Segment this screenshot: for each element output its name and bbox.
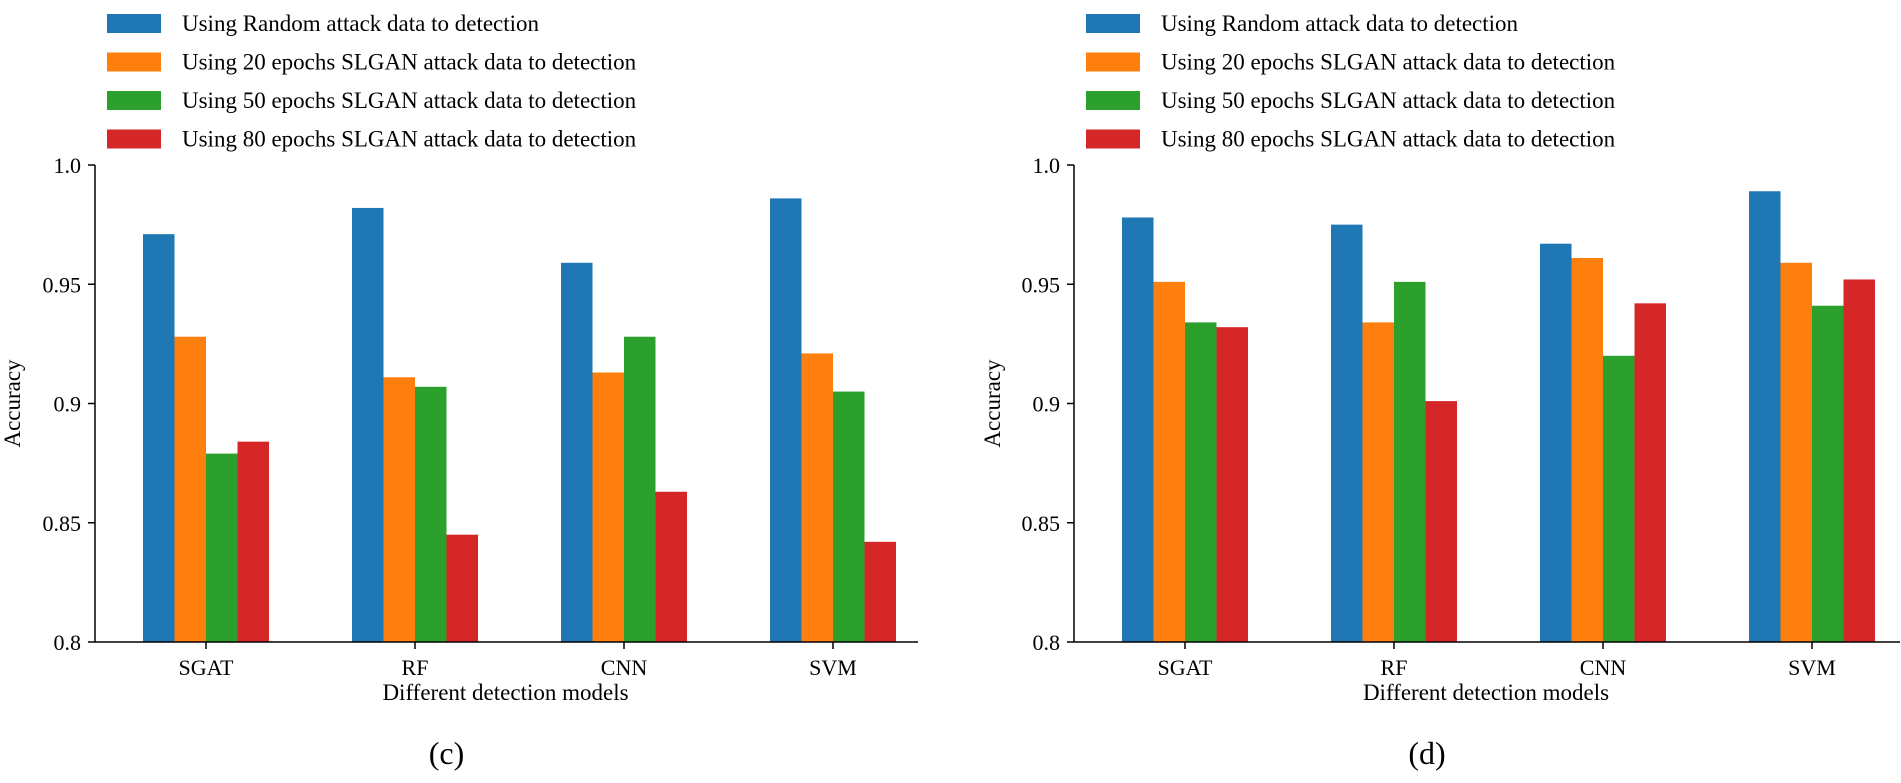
x-tick-label: SGAT — [178, 655, 234, 680]
bar-rf-series-3 — [446, 534, 478, 642]
x-tick-label: CNN — [1580, 655, 1627, 680]
y-tick-label: 0.9 — [54, 392, 82, 417]
bar-cnn-series-2 — [624, 336, 656, 642]
x-tick-label: SVM — [809, 655, 857, 680]
y-tick-label: 0.95 — [1022, 272, 1061, 297]
bar-sgat-series-1 — [1153, 281, 1185, 642]
bars — [1122, 191, 1875, 643]
bar-svm-series-2 — [833, 391, 865, 642]
x-tick-label: RF — [402, 655, 429, 680]
x-tick-label: CNN — [601, 655, 648, 680]
y-tick-label: 0.8 — [1033, 630, 1061, 655]
legend-label: Using Random attack data to detection — [182, 11, 540, 36]
x-axis-title: Different detection models — [1363, 680, 1609, 705]
bar-cnn-series-0 — [561, 262, 593, 642]
panel-c: Using Random attack data to detection Usi… — [0, 11, 918, 771]
bar-rf-series-1 — [1362, 322, 1394, 642]
bar-rf-series-1 — [383, 377, 415, 642]
bar-svm-series-0 — [1749, 191, 1781, 643]
bar-rf-series-2 — [1394, 281, 1426, 642]
y-axis-title: Accuracy — [980, 359, 1005, 448]
x-axis-title: Different detection models — [382, 680, 628, 705]
y-tick-label: 0.95 — [43, 272, 82, 297]
bar-sgat-series-3 — [1216, 327, 1248, 642]
panel-caption: (c) — [429, 735, 465, 771]
bars — [143, 198, 896, 643]
bar-sgat-series-0 — [1122, 217, 1154, 642]
bar-svm-series-2 — [1812, 305, 1844, 642]
y-tick-label: 1.0 — [1033, 153, 1061, 178]
panel-caption: (d) — [1408, 735, 1445, 771]
bar-rf-series-2 — [415, 386, 447, 642]
legend-swatch — [107, 91, 161, 110]
legend-swatch — [107, 129, 161, 149]
bar-rf-series-0 — [352, 207, 384, 642]
y-tick-label: 0.85 — [1022, 511, 1061, 536]
bar-cnn-series-3 — [655, 491, 687, 642]
bar-sgat-series-3 — [237, 441, 269, 642]
legend-label: Using 80 epochs SLGAN attack data to det… — [182, 127, 637, 152]
x-tick-label: RF — [1381, 655, 1408, 680]
legend: Using Random attack data to detection Usi… — [107, 11, 637, 152]
legend-label: Using 20 epochs SLGAN attack data to det… — [1161, 50, 1616, 75]
bar-svm-series-0 — [770, 198, 802, 642]
legend-swatch — [107, 14, 161, 33]
legend-swatch — [1086, 14, 1140, 33]
panel-d: Using Random attack data to detection Usi… — [980, 11, 1900, 771]
bar-rf-series-0 — [1331, 224, 1363, 642]
legend-swatch — [1086, 129, 1140, 149]
bar-cnn-series-0 — [1540, 243, 1572, 642]
y-tick-label: 0.85 — [43, 511, 82, 536]
x-tick-label: SGAT — [1157, 655, 1213, 680]
bar-sgat-series-2 — [1185, 322, 1217, 642]
x-tick-label: SVM — [1788, 655, 1836, 680]
bar-svm-series-1 — [1780, 262, 1812, 642]
y-tick-label: 0.8 — [54, 630, 82, 655]
bar-svm-series-3 — [1843, 279, 1875, 642]
legend-swatch — [1086, 52, 1140, 72]
bar-sgat-series-2 — [206, 453, 238, 642]
legend: Using Random attack data to detection Usi… — [1086, 11, 1616, 152]
bar-cnn-series-1 — [1571, 258, 1603, 642]
y-tick-label: 1.0 — [54, 153, 82, 178]
y-axis-title: Accuracy — [0, 359, 25, 448]
bar-svm-series-1 — [801, 353, 833, 642]
legend-swatch — [107, 52, 161, 72]
bar-rf-series-3 — [1425, 401, 1457, 642]
legend-label: Using Random attack data to detection — [1161, 11, 1519, 36]
legend-label: Using 80 epochs SLGAN attack data to det… — [1161, 127, 1616, 152]
bar-svm-series-3 — [864, 541, 896, 642]
legend-label: Using 50 epochs SLGAN attack data to det… — [182, 88, 637, 113]
bar-sgat-series-1 — [174, 336, 206, 642]
bar-cnn-series-2 — [1603, 355, 1635, 642]
y-tick-label: 0.9 — [1033, 392, 1061, 417]
bar-cnn-series-3 — [1634, 303, 1666, 642]
legend-label: Using 20 epochs SLGAN attack data to det… — [182, 50, 637, 75]
bar-cnn-series-1 — [592, 372, 624, 642]
legend-swatch — [1086, 91, 1140, 110]
bar-sgat-series-0 — [143, 234, 175, 643]
legend-label: Using 50 epochs SLGAN attack data to det… — [1161, 88, 1616, 113]
